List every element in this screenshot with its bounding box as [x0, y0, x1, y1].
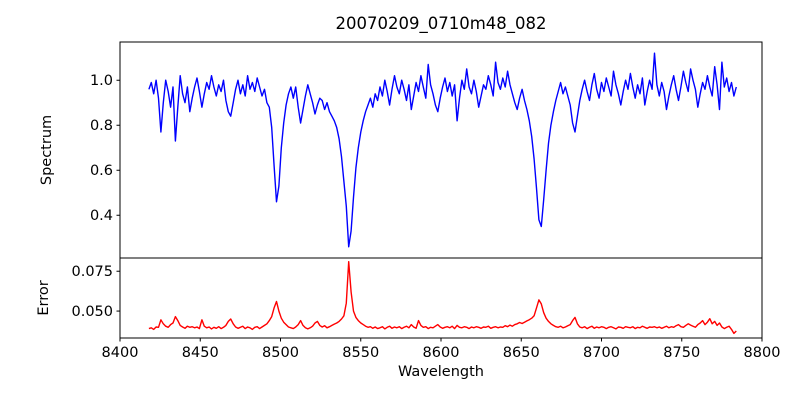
y-tick-label: 0.6: [90, 163, 113, 179]
bottom-y-ticks: 0.050 0.075: [71, 264, 120, 320]
y-tick-label: 0.8: [90, 118, 113, 134]
y-tick-label: 0.050: [71, 304, 113, 320]
x-tick-label: 8650: [503, 345, 540, 361]
x-ticks: 8400 8450 8500 8550 8600 8650 8700 8750 8800: [102, 338, 781, 361]
x-tick-label: 8550: [342, 345, 379, 361]
x-tick-label: 8800: [744, 345, 781, 361]
spectrum-series: [148, 52, 737, 248]
error-series: [148, 261, 737, 335]
data-series-layer: [148, 52, 737, 335]
x-tick-label: 8750: [663, 345, 700, 361]
y-tick-label: 0.075: [71, 264, 113, 280]
y-tick-label: 0.4: [90, 208, 113, 224]
x-tick-label: 8500: [262, 345, 299, 361]
bottom-y-axis-label: Error: [36, 280, 52, 315]
chart-title: 20070209_0710m48_082: [335, 14, 546, 34]
x-tick-label: 8600: [423, 345, 460, 361]
top-panel-spines: [119, 41, 763, 259]
x-tick-label: 8700: [583, 345, 620, 361]
axes-layer: 0.4 0.6 0.8 1.0 0.050 0.075 8400 8450 8500 8550 86…: [71, 41, 781, 361]
y-tick-label: 1.0: [90, 73, 113, 89]
spectrum-line: [148, 52, 737, 248]
x-tick-label: 8450: [182, 345, 219, 361]
x-axis-label: Wavelength: [398, 364, 484, 380]
top-y-axis-label: Spectrum: [39, 115, 55, 185]
x-tick-label: 8400: [102, 345, 139, 361]
error-line: [148, 261, 737, 335]
top-y-ticks: 0.4 0.6 0.8 1.0: [90, 73, 120, 224]
